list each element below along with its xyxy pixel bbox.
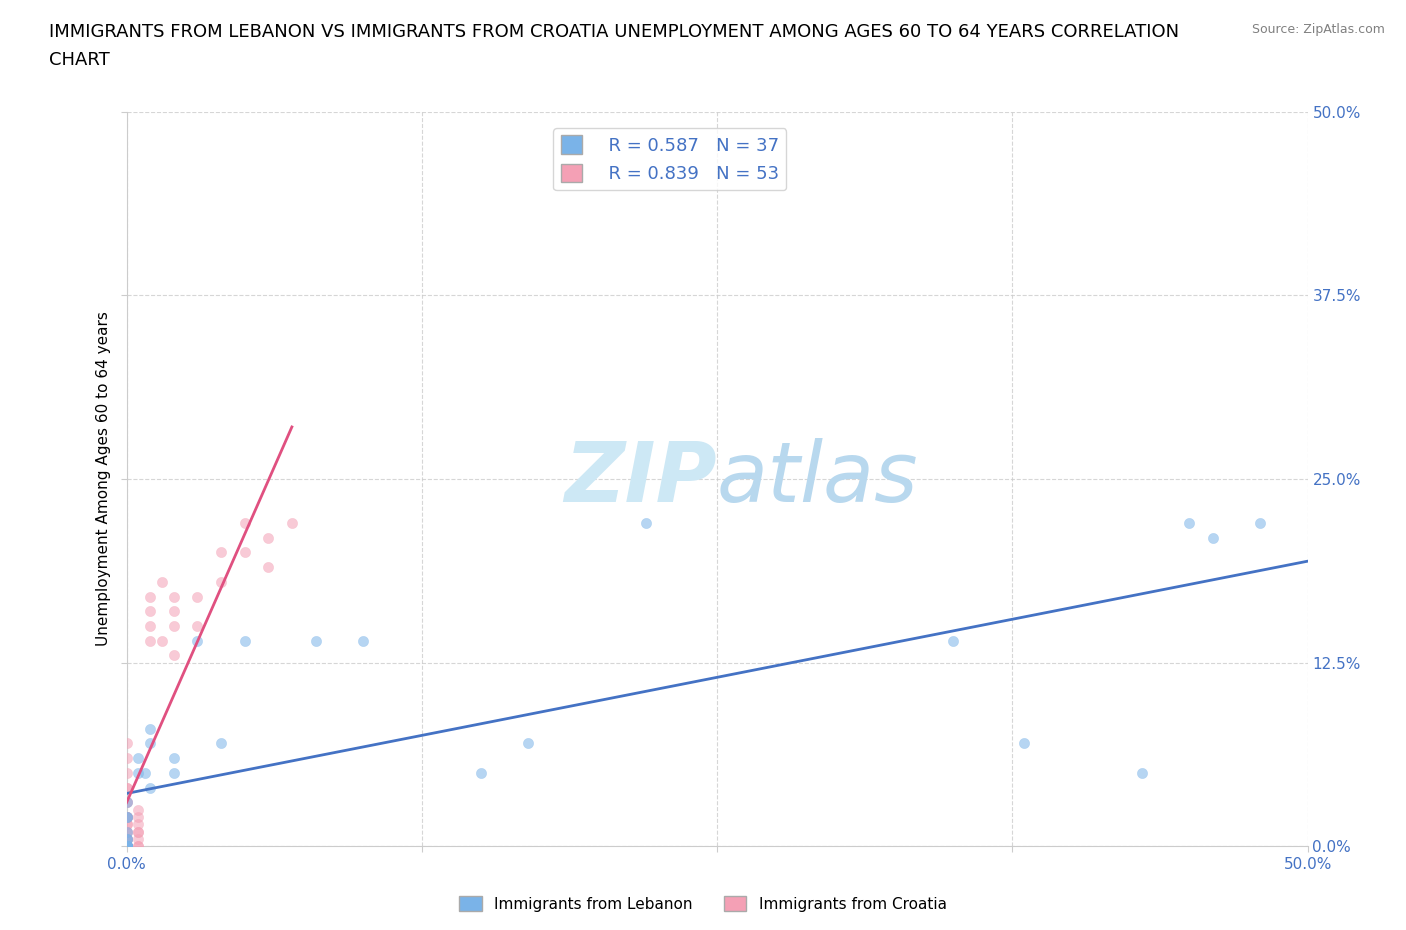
Point [942, 633, 965, 648]
Point [115, 839, 138, 854]
Point [470, 765, 492, 780]
Point [209, 575, 232, 590]
Point [115, 809, 138, 824]
Point [115, 809, 138, 824]
Point [115, 831, 138, 846]
Point [139, 604, 162, 618]
Point [115, 795, 138, 810]
Point [115, 780, 138, 795]
Point [127, 824, 149, 839]
Point [115, 839, 138, 854]
Point [115, 839, 138, 854]
Point [115, 831, 138, 846]
Point [115, 839, 138, 854]
Y-axis label: Unemployment Among Ages 60 to 64 years: Unemployment Among Ages 60 to 64 years [96, 312, 111, 646]
Point [352, 633, 374, 648]
Point [115, 780, 138, 795]
Point [186, 618, 208, 633]
Point [115, 751, 138, 765]
Point [233, 545, 256, 560]
Point [115, 839, 138, 854]
Point [115, 831, 138, 846]
Point [186, 589, 208, 604]
Point [115, 831, 138, 846]
Point [517, 736, 540, 751]
Text: CHART: CHART [49, 51, 110, 69]
Point [115, 795, 138, 810]
Point [139, 780, 162, 795]
Point [150, 633, 173, 648]
Point [115, 809, 138, 824]
Point [304, 633, 326, 648]
Point [115, 839, 138, 854]
Point [115, 831, 138, 846]
Point [139, 736, 162, 751]
Point [115, 809, 138, 824]
Point [115, 809, 138, 824]
Point [209, 736, 232, 751]
Point [115, 824, 138, 839]
Point [257, 560, 280, 575]
Point [163, 648, 186, 663]
Point [115, 817, 138, 831]
Point [1202, 530, 1225, 545]
Point [115, 839, 138, 854]
Text: IMMIGRANTS FROM LEBANON VS IMMIGRANTS FROM CROATIA UNEMPLOYMENT AMONG AGES 60 TO: IMMIGRANTS FROM LEBANON VS IMMIGRANTS FR… [49, 23, 1180, 41]
Point [115, 839, 138, 854]
Point [115, 809, 138, 824]
Point [115, 824, 138, 839]
Point [163, 604, 186, 618]
Point [115, 839, 138, 854]
Point [139, 589, 162, 604]
Point [115, 736, 138, 751]
Point [1178, 515, 1201, 530]
Text: atlas: atlas [717, 438, 918, 520]
Point [209, 545, 232, 560]
Legend:   R = 0.587   N = 37,   R = 0.839   N = 53: R = 0.587 N = 37, R = 0.839 N = 53 [554, 128, 786, 190]
Point [115, 839, 138, 854]
Text: ZIP: ZIP [564, 438, 717, 520]
Point [115, 817, 138, 831]
Point [115, 839, 138, 854]
Point [186, 633, 208, 648]
Point [127, 751, 149, 765]
Point [150, 575, 173, 590]
Point [127, 831, 149, 846]
Legend: Immigrants from Lebanon, Immigrants from Croatia: Immigrants from Lebanon, Immigrants from… [453, 889, 953, 918]
Point [115, 839, 138, 854]
Point [127, 765, 149, 780]
Point [163, 765, 186, 780]
Point [115, 839, 138, 854]
Point [163, 751, 186, 765]
Point [636, 515, 658, 530]
Point [115, 824, 138, 839]
Point [115, 839, 138, 854]
Point [127, 809, 149, 824]
Text: Source: ZipAtlas.com: Source: ZipAtlas.com [1251, 23, 1385, 36]
Point [1249, 515, 1271, 530]
Point [127, 817, 149, 831]
Point [115, 839, 138, 854]
Point [127, 839, 149, 854]
Point [115, 765, 138, 780]
Point [233, 515, 256, 530]
Point [127, 802, 149, 817]
Point [115, 795, 138, 810]
Point [115, 839, 138, 854]
Point [127, 824, 149, 839]
Point [233, 633, 256, 648]
Point [281, 515, 304, 530]
Point [1012, 736, 1035, 751]
Point [139, 722, 162, 737]
Point [139, 618, 162, 633]
Point [115, 839, 138, 854]
Point [127, 839, 149, 854]
Point [134, 765, 156, 780]
Point [139, 633, 162, 648]
Point [257, 530, 280, 545]
Point [163, 589, 186, 604]
Point [1130, 765, 1153, 780]
Point [163, 618, 186, 633]
